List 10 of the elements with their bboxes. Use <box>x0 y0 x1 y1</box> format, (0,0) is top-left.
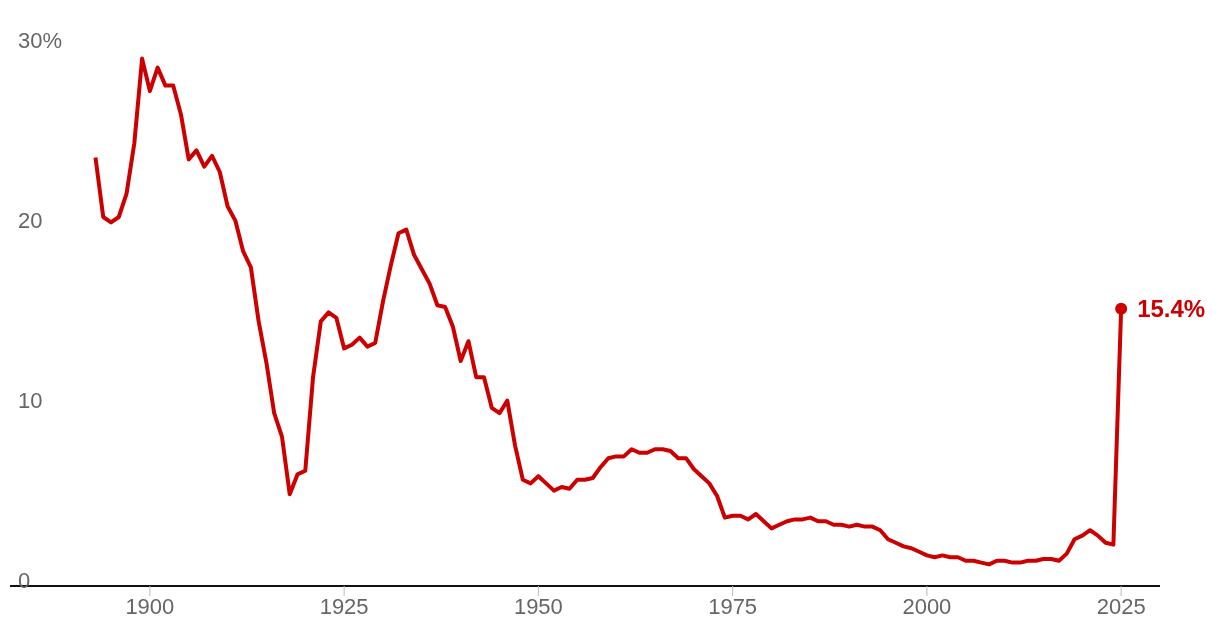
x-tick-label: 1925 <box>319 593 369 619</box>
y-tick-label: 20 <box>18 207 43 233</box>
x-tick-label: 1975 <box>708 593 758 619</box>
x-tick-label: 1950 <box>513 593 563 619</box>
annotation: 15.4% <box>1137 295 1206 323</box>
x-tick-label: 2025 <box>1096 593 1146 619</box>
x-tick-label: 2000 <box>902 593 952 619</box>
x-tick-label: 1900 <box>125 593 175 619</box>
y-tick-label: 10 <box>18 387 43 413</box>
y-tick-label: 30% <box>18 27 63 53</box>
